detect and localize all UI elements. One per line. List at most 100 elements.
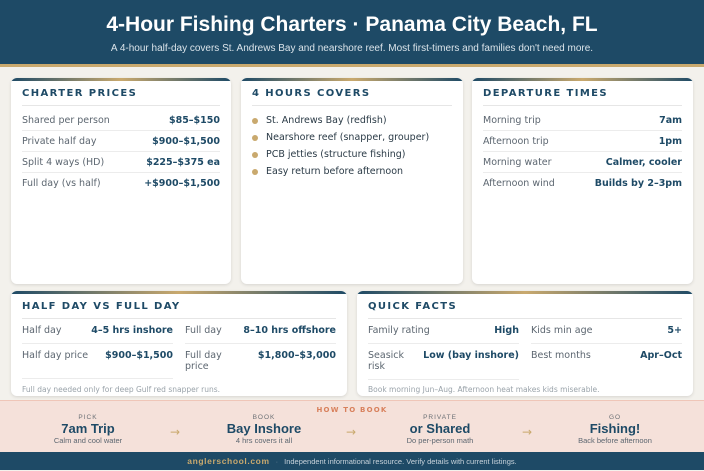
compare-row: Half day 4–5 hrs inshore [22,319,173,344]
row-label: Morning water [483,157,552,168]
divider [0,64,704,67]
compare-row: Full day 8–10 hrs offshore [185,319,336,344]
list-item-text: Easy return before afternoon [266,166,404,177]
row-label: Full day (vs half) [22,178,101,189]
step-main: Fishing! [589,421,641,436]
step-sub: Calm and cool water [53,436,123,445]
row-value: 8–10 hrs offshore [243,325,336,336]
step-sub: Do per-person math [406,436,474,445]
row-label: Afternoon wind [483,178,555,189]
row-label: Full day [185,325,222,336]
step-main: or Shared [409,421,471,436]
step-go: GO Fishing! Back before afternoon [545,414,685,445]
page-header: 4-Hour Fishing Charters · Panama City Be… [0,0,704,64]
row-label: Best months [531,350,591,361]
arrow-right-icon: → [346,425,357,439]
card-title: QUICK FACTS [368,291,682,319]
compare-row: Full day price $1,800–$3,000 [185,344,336,379]
bullet-icon [252,117,258,124]
row-value: $1,800–$3,000 [257,350,336,361]
how-to-book-title: HOW TO BOOK [316,406,388,414]
row-label: Family rating [368,325,430,336]
step-main: Bay Inshore [226,421,302,436]
row-label: Half day [22,325,62,336]
step-main: 7am Trip [61,421,115,436]
departure-row: Morning trip 7am [483,110,682,131]
price-row: Split 4 ways (HD) $225–$375 ea [22,152,220,173]
page-title: 4-Hour Fishing Charters · Panama City Be… [106,13,598,36]
row-value: +$900–$1,500 [144,178,220,189]
fact-row: Kids min age 5+ [531,319,682,344]
row-value: Builds by 2–3pm [594,178,682,189]
row-value: 1pm [658,136,682,147]
row-value: Low (bay inshore) [423,350,519,361]
charter-prices-card: CHARTER PRICES Shared per person $85–$150… [11,78,231,284]
fact-row: Seasick risk Low (bay inshore) [368,344,519,380]
list-item: St. Andrews Bay (redfish) [252,114,452,127]
departure-row: Afternoon wind Builds by 2–3pm [483,173,682,193]
step-kicker: PICK [78,414,98,421]
row-value: 4–5 hrs inshore [91,325,173,336]
card-title: HALF DAY VS FULL DAY [22,291,336,319]
step-sub: 4 hrs covers it all [235,436,293,445]
list-item-text: Nearshore reef (snapper, grouper) [266,132,430,143]
footer-disclaimer: Independent informational resource. Veri… [284,457,517,466]
bullet-icon [252,151,258,158]
departure-times-card: DEPARTURE TIMES Morning trip 7am Afternoo… [472,78,693,284]
row-label: Half day price [22,350,89,361]
row-label: Afternoon trip [483,136,549,147]
price-row: Shared per person $85–$150 [22,110,220,131]
price-row: Private half day $900–$1,500 [22,131,220,152]
row-label: Full day price [185,350,222,372]
departure-row: Morning water Calmer, cooler [483,152,682,173]
arrow-right-icon: → [522,425,533,439]
row-label: Shared per person [22,115,110,126]
bullet-icon [252,168,258,175]
list-item: Easy return before afternoon [252,165,452,178]
half-vs-full-card: HALF DAY VS FULL DAY Half day 4–5 hrs ins… [11,291,347,396]
bullet-icon [252,134,258,141]
card-title: CHARTER PRICES [22,78,220,106]
step-private: PRIVATE or Shared Do per-person math [370,414,510,445]
step-sub: Back before afternoon [578,436,652,445]
row-value: $900–$1,500 [152,136,220,147]
quick-facts-card: QUICK FACTS Family rating High Kids min a… [357,291,693,396]
list-item: Nearshore reef (snapper, grouper) [252,131,452,144]
footer-brand-link[interactable]: anglerschool.com [187,456,270,466]
row-value: $900–$1,500 [105,350,173,361]
fact-row: Best months Apr–Oct [531,344,682,380]
row-value: 7am [659,115,682,126]
list-item-text: St. Andrews Bay (redfish) [266,115,387,126]
row-label: Private half day [22,136,97,147]
row-label: Seasick risk [368,350,405,372]
row-value: $85–$150 [168,115,220,126]
row-label: Morning trip [483,115,541,126]
departure-row: Afternoon trip 1pm [483,131,682,152]
row-value: Calmer, cooler [605,157,682,168]
footer-separator: · [275,457,279,466]
how-to-book-band: HOW TO BOOK PICK 7am Trip Calm and cool wa… [0,400,704,452]
price-row: Full day (vs half) +$900–$1,500 [22,173,220,193]
step-pick: PICK 7am Trip Calm and cool water [18,414,158,445]
compare-row: Half day price $900–$1,500 [22,344,173,379]
list-item: PCB jetties (structure fishing) [252,148,452,161]
list-item-text: PCB jetties (structure fishing) [266,149,406,160]
row-label: Split 4 ways (HD) [22,157,105,168]
row-value: Apr–Oct [640,350,682,361]
card-title: 4 HOURS COVERS [252,78,452,106]
step-kicker: GO [608,414,622,421]
step-kicker: BOOK [252,414,276,421]
row-value: High [494,325,519,336]
card-note: Book morning Jun–Aug. Afternoon heat mak… [368,385,600,394]
page-subtitle: A 4-hour half-day covers St. Andrews Bay… [110,43,594,54]
step-book: BOOK Bay Inshore 4 hrs covers it all [194,414,334,445]
row-value: 5+ [667,325,682,336]
row-value: $225–$375 ea [146,157,220,168]
covers-card: 4 HOURS COVERS St. Andrews Bay (redfish)… [241,78,463,284]
row-label: Kids min age [531,325,593,336]
arrow-right-icon: → [170,425,181,439]
fact-row: Family rating High [368,319,519,344]
card-title: DEPARTURE TIMES [483,78,682,106]
step-kicker: PRIVATE [423,414,457,421]
card-note: Full day needed only for deep Gulf red s… [22,385,221,394]
